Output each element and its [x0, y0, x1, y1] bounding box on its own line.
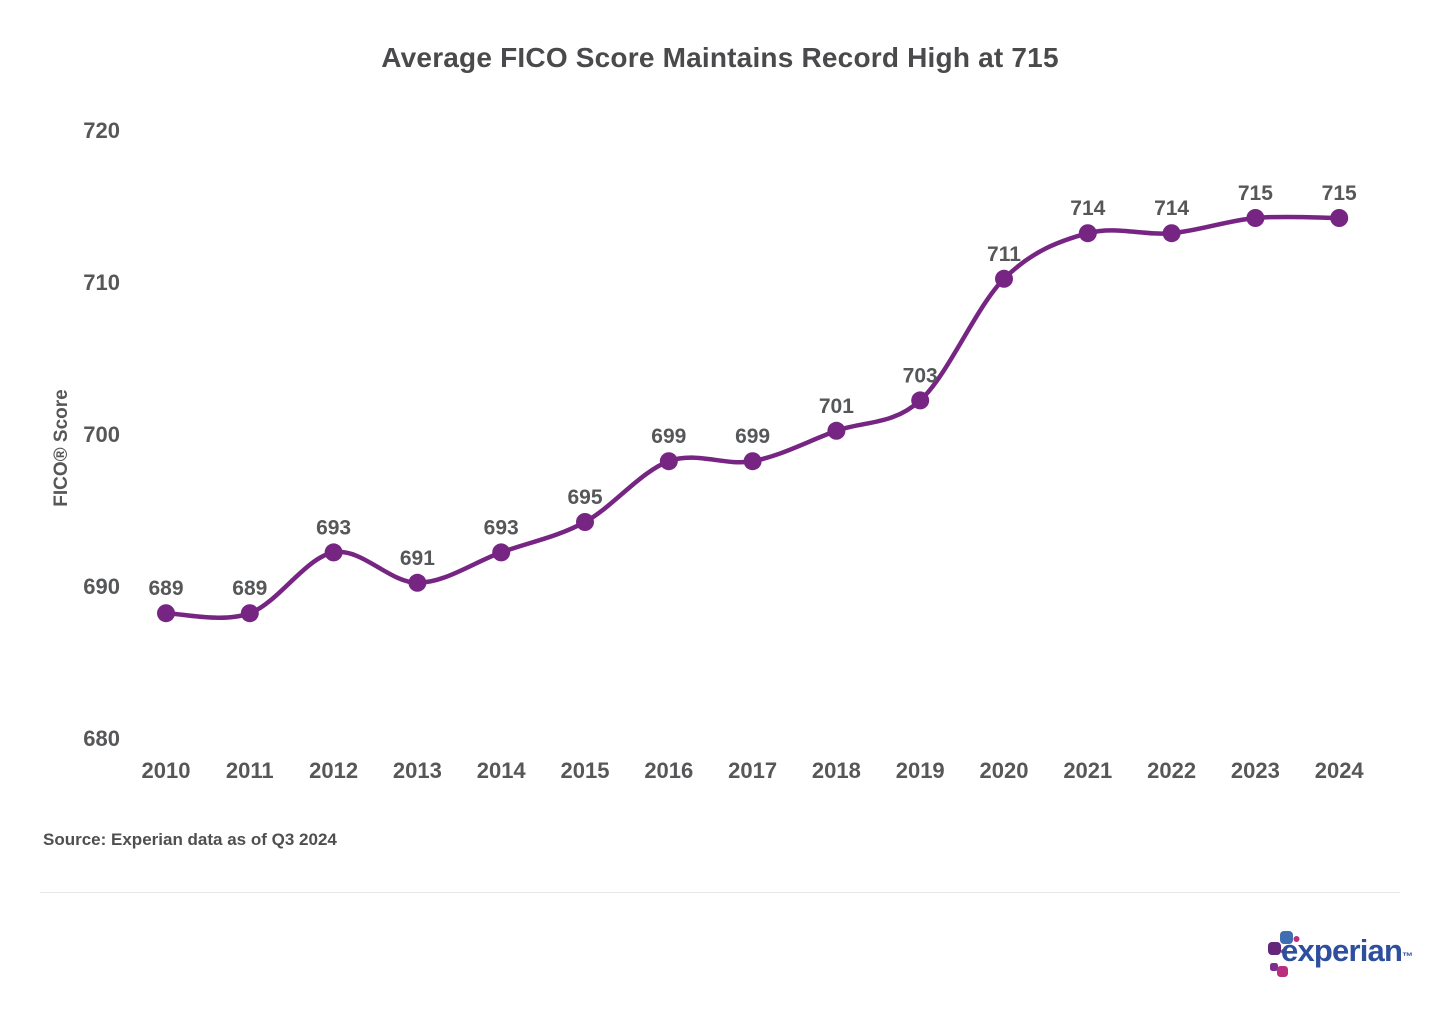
experian-wordmark-text: experian [1281, 933, 1403, 968]
logo-magenta-dot [1293, 936, 1300, 942]
y-tick-label: 690 [83, 574, 120, 599]
data-point [995, 269, 1013, 288]
data-point-label: 715 [1322, 182, 1357, 205]
line-series [163, 214, 1342, 620]
data-point-label: 691 [400, 547, 435, 570]
data-point-label: 699 [735, 425, 770, 448]
x-tick-label: 2011 [226, 758, 274, 783]
data-point [911, 391, 930, 410]
x-tick-label: 2013 [393, 758, 442, 783]
experian-logo-mark-icon [1268, 931, 1300, 977]
data-point [492, 543, 511, 562]
data-point [1078, 224, 1097, 243]
experian-logo: experian™ [1266, 926, 1413, 986]
data-point [1162, 224, 1181, 243]
y-tick-label: 680 [83, 726, 120, 751]
y-tick-label: 700 [83, 422, 120, 447]
data-point [324, 543, 343, 562]
x-tick-label: 2010 [142, 758, 191, 783]
data-point [576, 513, 594, 531]
x-tick-label: 2019 [896, 758, 945, 783]
data-point-label: 689 [232, 577, 267, 600]
x-tick-label: 2022 [1147, 758, 1196, 783]
chart-title: Average FICO Score Maintains Record High… [381, 42, 1059, 73]
x-tick-label: 2017 [728, 758, 777, 783]
experian-wordmark: experian™ [1281, 933, 1413, 969]
source-note: Source: Experian data as of Q3 2024 [43, 830, 337, 849]
data-point-label: 695 [567, 486, 602, 509]
x-tick-label: 2012 [309, 758, 358, 783]
x-tick-label: 2014 [477, 758, 527, 783]
data-point-label: 701 [819, 395, 854, 418]
data-point-label: 703 [903, 364, 938, 387]
y-tick-label: 710 [83, 270, 120, 295]
x-tick-label: 2016 [644, 758, 693, 783]
footer-divider [40, 892, 1400, 893]
data-point-label: 711 [987, 243, 1021, 266]
x-tick-label: 2024 [1315, 758, 1365, 783]
x-tick-label: 2021 [1063, 758, 1112, 783]
data-point-label: 714 [1154, 197, 1189, 220]
data-point-label: 693 [484, 516, 519, 539]
data-point [743, 452, 762, 471]
data-point [408, 573, 427, 592]
data-point [1330, 209, 1349, 227]
data-point-label: 715 [1238, 182, 1273, 205]
x-tick-label: 2015 [561, 758, 610, 783]
data-point-label: 699 [651, 425, 686, 448]
data-point [240, 604, 259, 623]
data-point [157, 604, 175, 623]
x-tick-label: 2020 [980, 758, 1029, 783]
data-point-label: 714 [1070, 197, 1105, 220]
data-point-label: 693 [316, 516, 351, 539]
trademark-symbol: ™ [1402, 951, 1414, 963]
data-point-label: 689 [148, 577, 183, 600]
logo-purple-dot [1281, 949, 1286, 954]
x-tick-label: 2023 [1231, 758, 1280, 783]
data-point [827, 421, 846, 440]
x-tick-label: 2018 [812, 758, 861, 783]
data-point [1246, 209, 1265, 227]
logo-bottom-magenta-square [1277, 966, 1288, 977]
logo-blue-square [1280, 931, 1293, 944]
logo-purple-square [1268, 942, 1281, 955]
data-point [659, 452, 678, 471]
logo-small-purple-square [1270, 963, 1278, 971]
y-tick-label: 720 [83, 118, 120, 143]
